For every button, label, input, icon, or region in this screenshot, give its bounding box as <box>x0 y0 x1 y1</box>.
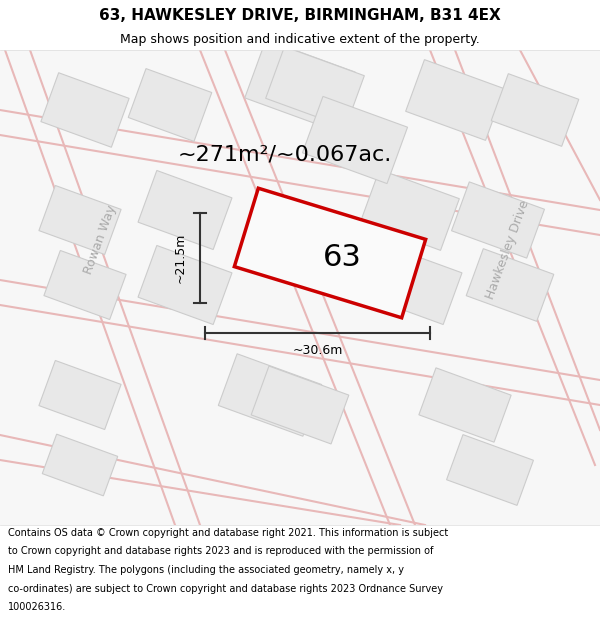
Polygon shape <box>41 72 129 148</box>
Text: Rowan Way: Rowan Way <box>82 204 119 276</box>
Polygon shape <box>44 251 126 319</box>
Text: ~21.5m: ~21.5m <box>173 232 187 283</box>
Polygon shape <box>0 50 600 525</box>
Text: HM Land Registry. The polygons (including the associated geometry, namely x, y: HM Land Registry. The polygons (includin… <box>8 565 404 575</box>
Text: ~271m²/~0.067ac.: ~271m²/~0.067ac. <box>178 145 392 165</box>
Polygon shape <box>491 74 579 146</box>
Polygon shape <box>266 47 364 128</box>
Polygon shape <box>39 361 121 429</box>
Polygon shape <box>419 368 511 442</box>
Polygon shape <box>406 59 505 141</box>
Polygon shape <box>302 96 407 184</box>
Polygon shape <box>368 246 462 324</box>
Text: co-ordinates) are subject to Crown copyright and database rights 2023 Ordnance S: co-ordinates) are subject to Crown copyr… <box>8 584 443 594</box>
Text: Hawkesley Drive: Hawkesley Drive <box>484 199 532 301</box>
Polygon shape <box>138 171 232 249</box>
Polygon shape <box>138 246 232 324</box>
Polygon shape <box>245 39 355 131</box>
Text: ~30.6m: ~30.6m <box>292 344 343 357</box>
Text: to Crown copyright and database rights 2023 and is reproduced with the permissio: to Crown copyright and database rights 2… <box>8 546 433 556</box>
Polygon shape <box>42 434 118 496</box>
Polygon shape <box>452 182 544 258</box>
Text: Contains OS data © Crown copyright and database right 2021. This information is : Contains OS data © Crown copyright and d… <box>8 528 448 538</box>
Text: 63, HAWKESLEY DRIVE, BIRMINGHAM, B31 4EX: 63, HAWKESLEY DRIVE, BIRMINGHAM, B31 4EX <box>99 8 501 22</box>
Polygon shape <box>361 169 460 251</box>
Polygon shape <box>218 354 322 436</box>
Polygon shape <box>39 186 121 254</box>
Polygon shape <box>128 69 212 141</box>
Text: 63: 63 <box>323 244 361 272</box>
Polygon shape <box>446 434 533 506</box>
Text: Map shows position and indicative extent of the property.: Map shows position and indicative extent… <box>120 32 480 46</box>
Polygon shape <box>466 249 554 321</box>
Text: 100026316.: 100026316. <box>8 602 66 612</box>
Polygon shape <box>251 366 349 444</box>
Polygon shape <box>235 188 425 318</box>
